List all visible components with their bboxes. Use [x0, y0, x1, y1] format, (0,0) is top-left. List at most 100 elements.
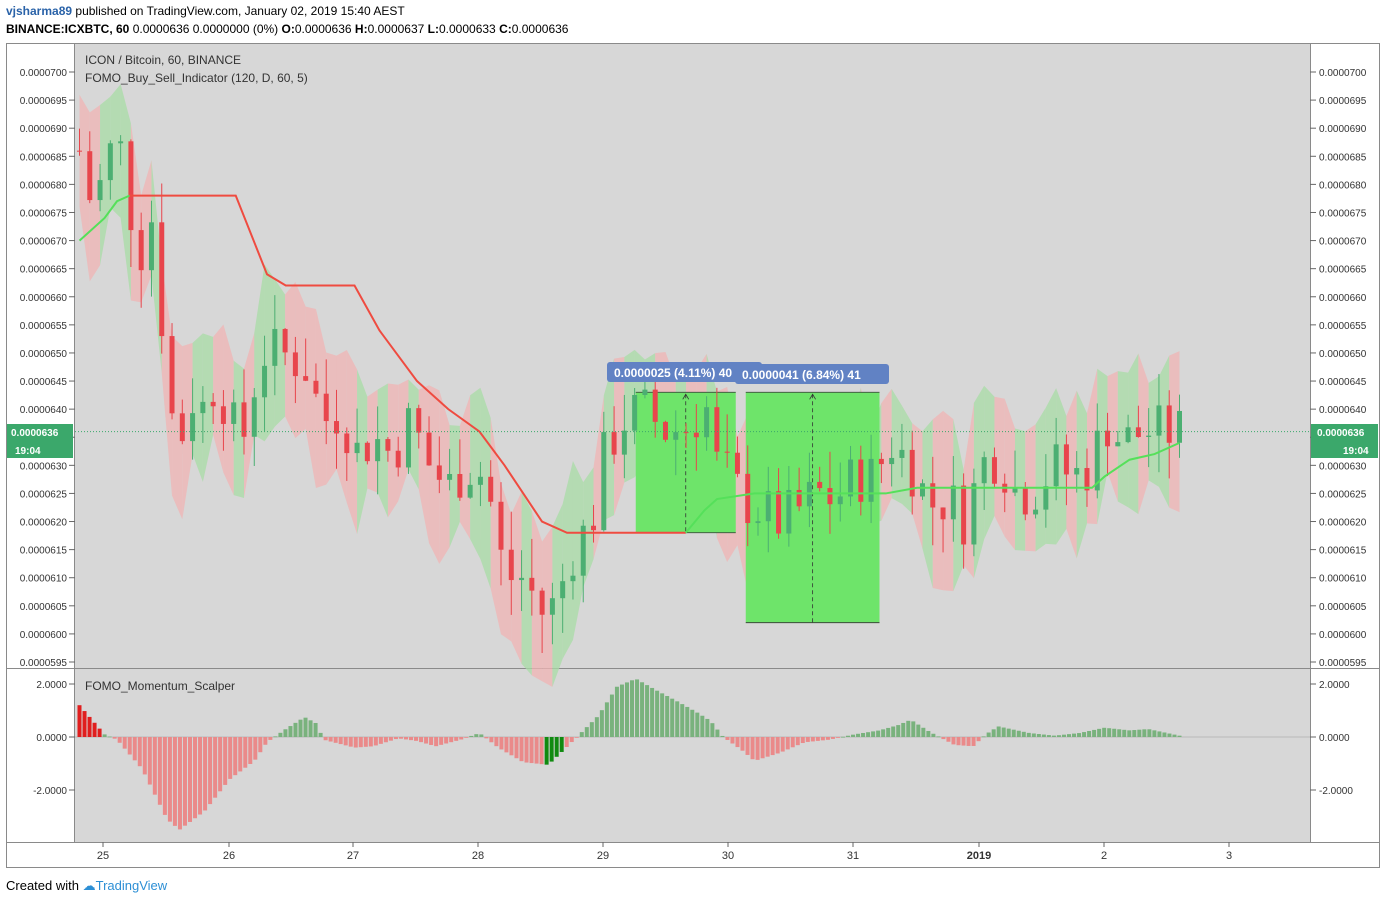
candle-body: [539, 590, 545, 615]
momentum-bar: [388, 737, 393, 741]
momentum-bar: [509, 737, 514, 756]
y-tick-label-left: 0.0000670: [20, 237, 68, 248]
momentum-pane[interactable]: [75, 669, 1310, 842]
band-segment: [192, 333, 203, 482]
candle-body: [97, 180, 103, 201]
countdown-right-text: 19:04: [1343, 446, 1369, 457]
momentum-bar: [971, 737, 976, 746]
symbol-quote-line: BINANCE:ICXBTC, 60 0.0000636 0.0000000 (…: [6, 22, 568, 36]
candle-body: [1022, 487, 1028, 515]
momentum-bar: [559, 737, 564, 752]
momentum-bar: [524, 737, 529, 763]
indicator-label: FOMO_Buy_Sell_Indicator (120, D, 60, 5): [85, 71, 308, 85]
momentum-bar: [92, 722, 97, 737]
momentum-bar: [323, 737, 328, 741]
candle-body: [714, 407, 720, 452]
momentum-bar: [725, 737, 730, 740]
momentum-bar: [1011, 729, 1016, 737]
candle-body: [1156, 405, 1162, 436]
candle-body: [313, 380, 319, 394]
x-tick-label: 3: [1226, 850, 1232, 862]
band-segment: [953, 419, 964, 592]
y-tick-label-right: 0.0000695: [1319, 96, 1367, 107]
low-value: 0.0000633: [439, 22, 496, 36]
y-tick-label-left: 0.0000655: [20, 321, 68, 332]
momentum-bar: [444, 737, 449, 744]
momentum-bar: [665, 696, 670, 737]
momentum-bar: [122, 737, 127, 749]
stop-line-red: [129, 194, 686, 534]
momentum-bar: [298, 719, 303, 737]
candle-body: [529, 577, 535, 591]
candle-body: [837, 496, 843, 505]
momentum-bar: [680, 704, 685, 737]
y-tick-label-right: 0.0000680: [1319, 180, 1367, 191]
stop-line-green: [684, 441, 1180, 534]
close-value: 0.0000636: [511, 22, 569, 36]
tradingview-brand-link[interactable]: TradingView: [95, 878, 168, 893]
candle-body: [1063, 444, 1069, 475]
candle-body: [1074, 468, 1080, 475]
momentum-bar: [996, 726, 1001, 737]
band-segment: [737, 414, 748, 591]
momentum-bar: [1072, 733, 1077, 737]
candle-body: [508, 549, 514, 581]
momentum-bar: [891, 726, 896, 737]
momentum-tick-label-right: 2.0000: [1319, 680, 1350, 691]
author-link[interactable]: vjsharma89: [6, 4, 73, 18]
momentum-bar: [278, 732, 283, 737]
y-tick-label-right: 0.0000650: [1319, 349, 1367, 360]
band-segment: [881, 388, 892, 521]
momentum-bar: [745, 737, 750, 755]
band-segment: [377, 383, 388, 518]
candle-body: [354, 442, 360, 454]
momentum-bar: [951, 737, 956, 745]
momentum-tick-label-left: -2.0000: [33, 786, 67, 797]
momentum-bar: [107, 736, 112, 738]
momentum-bar: [866, 732, 871, 737]
close-label: C:: [499, 22, 512, 36]
band-segment: [243, 333, 255, 499]
momentum-bar: [127, 737, 132, 755]
measure-label-1[interactable]: 0.0000025 (4.11%) 40: [607, 362, 762, 382]
y-tick-label-right: 0.0000645: [1319, 377, 1367, 388]
band-segment: [511, 491, 522, 664]
candle-body: [190, 413, 196, 442]
momentum-bar: [529, 737, 534, 764]
tradingview-logo-icon[interactable]: ☁: [82, 878, 96, 893]
momentum-bar: [343, 737, 348, 746]
candle-body: [570, 575, 576, 582]
band-segment: [1035, 407, 1046, 552]
momentum-tick-label-right: 0.0000: [1319, 733, 1350, 744]
y-tick-label-left: 0.0000685: [20, 152, 68, 163]
y-tick-label-left: 0.0000620: [20, 518, 68, 529]
stop-line-green: [78, 194, 130, 242]
y-tick-label-left: 0.0000650: [20, 349, 68, 360]
candle-body: [591, 525, 597, 531]
footer: Created with ☁TradingView: [6, 878, 167, 894]
momentum-bar: [228, 737, 233, 779]
momentum-bar: [283, 729, 288, 737]
band-segment: [624, 349, 635, 483]
band-segment: [398, 379, 409, 502]
momentum-bar: [810, 737, 815, 742]
momentum-bar: [830, 737, 835, 739]
momentum-bar: [916, 724, 921, 737]
momentum-tick-label-right: -2.0000: [1319, 786, 1353, 797]
band-segment: [1169, 351, 1180, 513]
candle-body: [405, 408, 411, 468]
momentum-bar: [1127, 730, 1132, 737]
candle-body: [282, 328, 288, 353]
measure-label-2[interactable]: 0.0000041 (6.84%) 41: [735, 364, 889, 384]
candle-body: [498, 501, 504, 550]
momentum-tick-label-left: 2.0000: [36, 680, 67, 691]
band-segment: [418, 385, 430, 544]
momentum-bar: [599, 710, 604, 737]
candle-body: [210, 401, 216, 407]
momentum-bar: [635, 679, 640, 737]
momentum-bar: [82, 711, 87, 737]
momentum-bar: [619, 684, 624, 737]
symbol-label: BINANCE:ICXBTC, 60: [6, 22, 130, 36]
candle-body: [148, 222, 154, 271]
